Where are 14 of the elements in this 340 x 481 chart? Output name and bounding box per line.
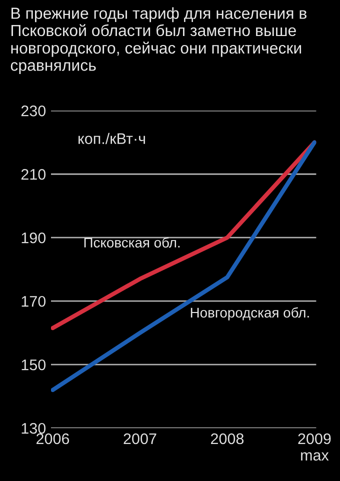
y-tick-label: 150 [22, 359, 46, 370]
series-label: Псковская обл. [84, 237, 180, 248]
y-tick-label: 190 [22, 232, 46, 244]
series-label: Новгородская обл. [190, 307, 309, 320]
x-tick-label: 2008 [210, 433, 244, 444]
annotation: коп./кВт·ч [78, 132, 145, 144]
y-tick-label: 210 [21, 168, 46, 180]
y-tick-label: 170 [22, 296, 46, 307]
x-tick-label: 2006 [36, 433, 70, 444]
x-tick-label: 2009 max [298, 433, 331, 461]
y-tick-label: 230 [21, 106, 46, 116]
x-tick-label: 2007 [124, 433, 156, 444]
chart-title: В прежние годы тариф для населения в Псковской области был заметно выше новгородского, сейчас они практически сравнялись [10, 7, 306, 74]
y-tick-label: 130 [22, 422, 46, 434]
